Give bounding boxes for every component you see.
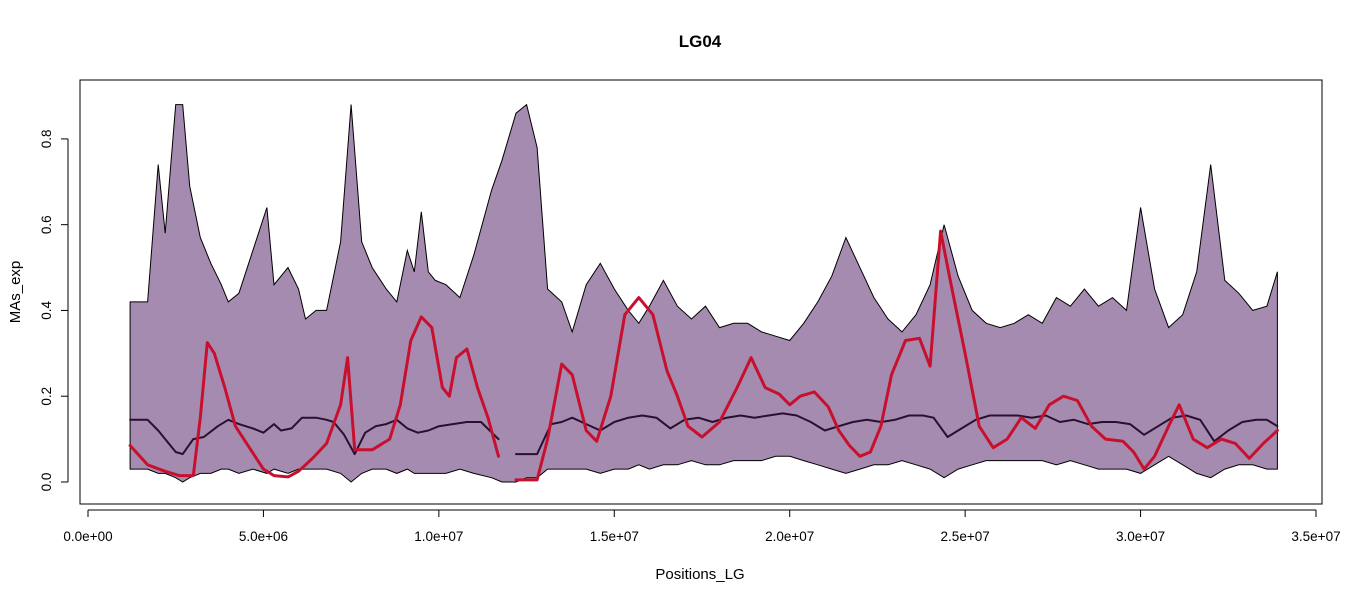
x-tick-label: 2.5e+07 — [941, 529, 990, 544]
x-axis-label: Positions_LG — [655, 566, 744, 583]
y-axis: 0.0 0.2 0.4 0.6 0.8 — [39, 130, 69, 492]
x-tick-label: 1.5e+07 — [590, 529, 639, 544]
x-tick-label: 0.0e+00 — [63, 529, 112, 544]
y-tick-label: 0.2 — [39, 387, 54, 406]
x-tick-label: 1.0e+07 — [414, 529, 463, 544]
band-layer — [129, 103, 1278, 483]
x-tick-label: 3.0e+07 — [1116, 529, 1165, 544]
y-tick-label: 0.4 — [39, 301, 54, 320]
x-tick-label: 2.0e+07 — [765, 529, 814, 544]
confidence-band — [129, 103, 1278, 483]
x-tick-label: 5.0e+06 — [239, 529, 288, 544]
y-tick-label: 0.0 — [39, 473, 54, 492]
plot-frame — [79, 79, 1323, 505]
observed-line-segment-2 — [514, 229, 1279, 482]
chart-title: LG04 — [679, 32, 722, 51]
x-tick-label: 3.5e+07 — [1291, 529, 1340, 544]
median-line-segment-1 — [129, 416, 500, 456]
y-axis-label: MAs_exp — [7, 261, 24, 324]
series-layer — [128, 229, 1279, 482]
y-tick-label: 0.6 — [39, 215, 54, 234]
y-tick-label: 0.8 — [39, 130, 54, 149]
median-line-segment-2 — [515, 412, 1279, 456]
observed-line-segment-1 — [128, 315, 500, 479]
x-axis: 0.0e+00 5.0e+06 1.0e+07 1.5e+07 2.0e+07 2.5e+… — [63, 509, 1341, 544]
